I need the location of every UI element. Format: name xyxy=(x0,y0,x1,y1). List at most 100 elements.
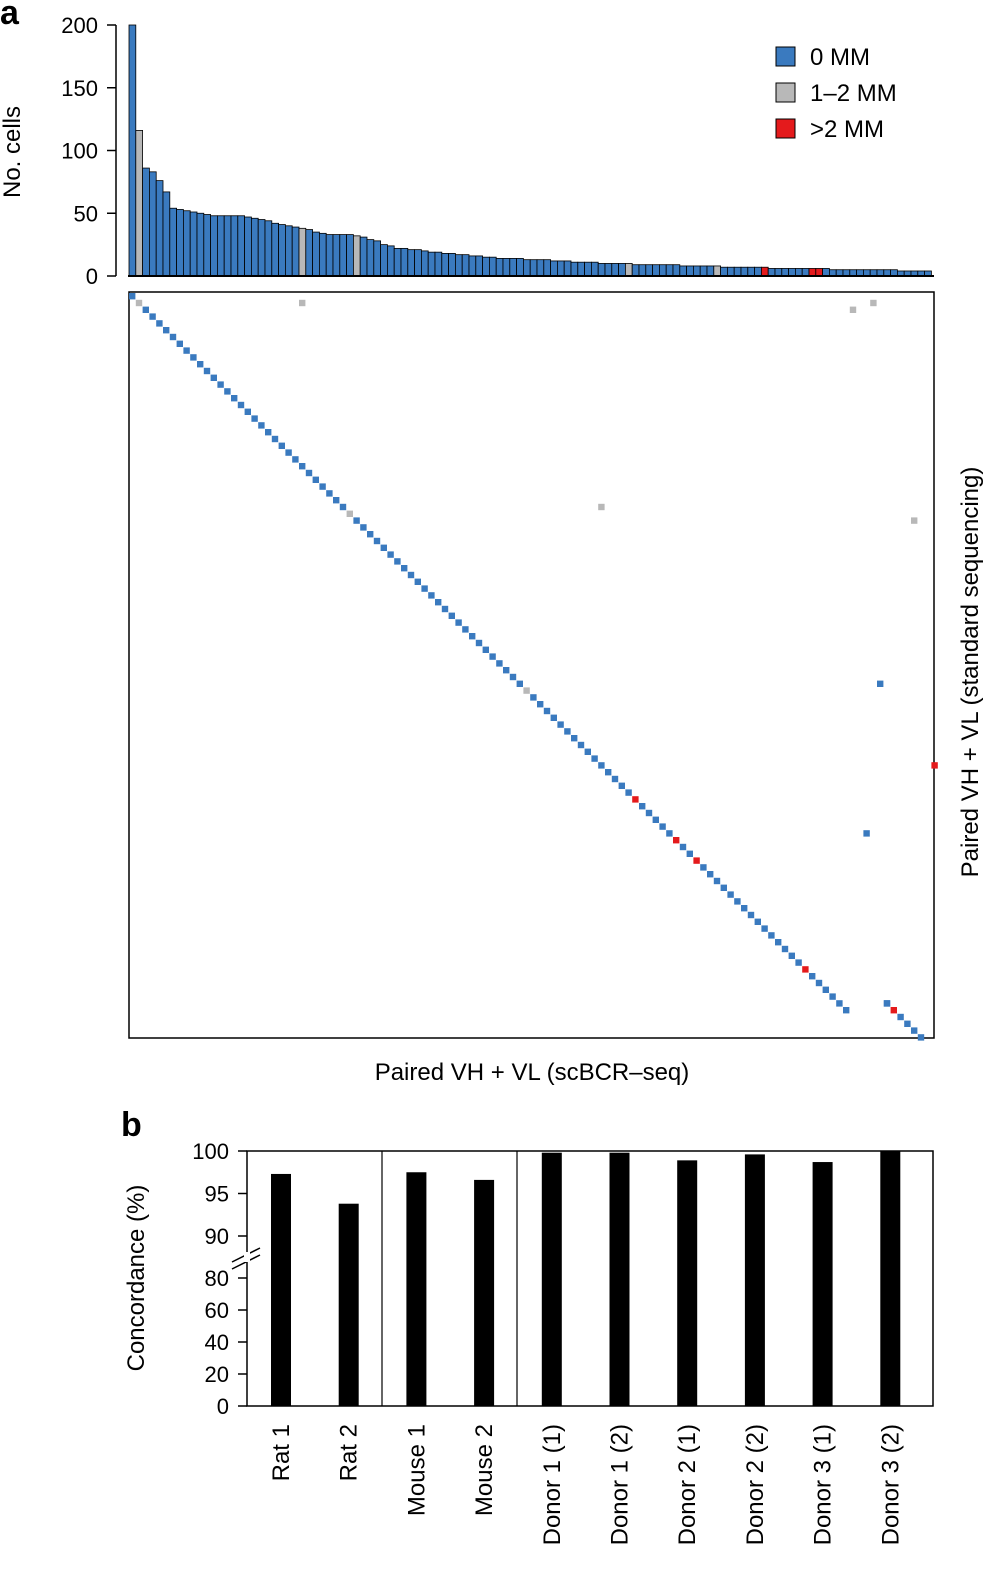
matrix-cell xyxy=(659,823,666,830)
concordance-bar xyxy=(880,1151,901,1406)
concordance-xlabel: Donor 3 (2) xyxy=(877,1424,904,1545)
histogram-bar xyxy=(325,234,334,277)
matrix-cell xyxy=(788,952,795,959)
histogram-bar xyxy=(488,256,497,277)
histogram-bar xyxy=(495,258,504,277)
matrix-cell xyxy=(149,313,156,320)
matrix-cell xyxy=(265,429,272,436)
histogram-bar xyxy=(169,207,178,277)
histogram-bar xyxy=(795,268,803,277)
histogram-bar xyxy=(373,240,381,277)
matrix-cell xyxy=(781,945,789,953)
concordance-ytick-label: 60 xyxy=(205,1298,229,1323)
concordance-ytick-label: 90 xyxy=(205,1224,229,1249)
histogram-bar xyxy=(693,265,701,277)
matrix-cell xyxy=(890,1007,897,1014)
matrix-cell xyxy=(543,707,551,715)
matrix-cell xyxy=(156,320,163,327)
matrix-cell xyxy=(700,864,707,871)
concordance-xlabel: Rat 1 xyxy=(268,1424,295,1481)
histogram-ylabel: No. cells xyxy=(0,106,26,198)
histogram-bar xyxy=(298,227,307,277)
histogram-bar xyxy=(339,234,347,277)
histogram-bar xyxy=(563,260,572,277)
matrix-cell xyxy=(931,762,938,769)
matrix-cell xyxy=(387,551,394,558)
matrix-cell xyxy=(849,306,857,313)
concordance-xlabel: Donor 1 (2) xyxy=(607,1424,634,1545)
matrix-frame xyxy=(128,291,935,1039)
histogram-bar xyxy=(516,258,524,277)
matrix-cell xyxy=(564,728,571,735)
matrix-cell xyxy=(135,299,143,307)
histogram-bar xyxy=(733,266,742,277)
histogram-bar xyxy=(523,259,531,277)
matrix-cell xyxy=(911,517,918,524)
matrix-cell xyxy=(305,469,313,477)
matrix-cell xyxy=(863,830,870,837)
histogram-bar xyxy=(414,249,422,277)
matrix-cell xyxy=(169,333,177,341)
histogram-bar xyxy=(727,266,735,277)
histogram-bar xyxy=(665,264,674,277)
matrix-cell xyxy=(809,973,816,980)
matrix-cell xyxy=(550,714,557,721)
histogram-bar xyxy=(305,229,313,277)
matrix-cell xyxy=(584,748,591,755)
axis-break-mark xyxy=(231,1247,261,1270)
legend-label: >2 MM xyxy=(810,116,884,143)
histogram-bar xyxy=(427,251,436,277)
matrix-cell xyxy=(775,939,782,946)
histogram-bar xyxy=(788,268,796,277)
matrix-cell xyxy=(496,660,503,667)
matrix-cell xyxy=(326,490,333,497)
concordance-ytick-label: 95 xyxy=(205,1182,229,1207)
histogram-bar xyxy=(754,266,762,277)
histogram-bar xyxy=(570,261,579,277)
matrix-cell xyxy=(299,299,306,307)
histogram-bar xyxy=(210,215,218,277)
histogram-bar xyxy=(475,255,483,277)
histogram-bar xyxy=(761,266,769,277)
concordance-bar xyxy=(474,1179,495,1406)
matrix-cell xyxy=(244,408,251,415)
histogram-bar xyxy=(346,234,354,277)
matrix-cell xyxy=(203,367,211,375)
concordance-bar xyxy=(677,1160,698,1406)
histogram-bar xyxy=(672,264,681,277)
panel-a-letter: a xyxy=(0,0,20,32)
matrix-cell xyxy=(401,565,408,572)
matrix-cell xyxy=(367,531,374,538)
matrix-cell xyxy=(163,327,170,334)
matrix-cell xyxy=(741,905,748,912)
histogram-bar xyxy=(767,268,776,277)
histogram-bar xyxy=(625,263,633,277)
histogram-bar xyxy=(611,263,619,277)
histogram-bar xyxy=(699,265,708,277)
concordance-xlabel: Donor 2 (1) xyxy=(674,1424,701,1545)
histogram-bar xyxy=(393,247,402,277)
histogram-bar xyxy=(359,236,368,277)
concordance-xlabel: Donor 2 (2) xyxy=(742,1424,769,1545)
matrix-cell xyxy=(251,415,258,422)
matrix-cell xyxy=(346,510,353,517)
matrix-cell xyxy=(836,1000,843,1007)
histogram-bar xyxy=(386,245,395,277)
histogram-bar xyxy=(591,261,599,277)
matrix-cell xyxy=(509,673,517,681)
histogram-bar xyxy=(618,263,626,277)
histogram-bar xyxy=(468,255,477,277)
matrix-cell xyxy=(795,959,802,966)
matrix-cell xyxy=(645,809,653,817)
matrix-cell xyxy=(285,449,292,456)
histogram-bar xyxy=(182,210,191,277)
histogram-bar xyxy=(686,265,694,277)
matrix-cell xyxy=(448,612,455,619)
histogram-bar xyxy=(142,167,150,277)
concordance-xlabel: Donor 1 (1) xyxy=(539,1424,566,1545)
histogram-bar xyxy=(380,244,388,277)
histogram-ytick-label: 200 xyxy=(61,13,98,38)
matrix-cell xyxy=(462,626,469,633)
histogram-bar xyxy=(550,260,558,277)
